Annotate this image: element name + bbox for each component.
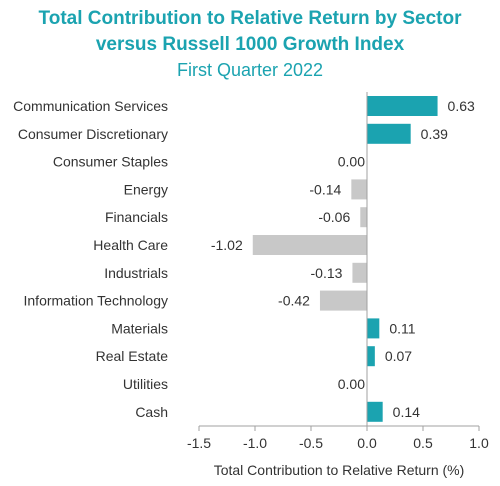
data-label: 0.39	[421, 126, 448, 142]
category-label: Consumer Staples	[53, 154, 168, 170]
x-tick-label: 1.0	[469, 435, 489, 451]
category-label: Materials	[111, 320, 168, 336]
category-label: Energy	[124, 181, 168, 197]
bar	[360, 207, 367, 228]
category-label: Cash	[135, 404, 168, 420]
category-label: Industrials	[104, 265, 168, 281]
x-axis-label: Total Contribution to Relative Return (%…	[214, 462, 465, 478]
bar	[351, 179, 367, 200]
data-label: -0.14	[309, 181, 341, 197]
data-label: 0.11	[389, 320, 415, 336]
data-label: -0.06	[318, 209, 350, 225]
chart-title: Total Contribution to Relative Return by…	[38, 8, 462, 29]
category-label: Financials	[105, 209, 168, 225]
data-label: -0.13	[311, 265, 343, 281]
category-label: Real Estate	[96, 348, 169, 364]
chart-title-line-2: versus Russell 1000 Growth Index	[95, 34, 405, 55]
x-tick-label: -1.5	[187, 435, 211, 451]
x-tick-label: -1.0	[243, 435, 267, 451]
x-tick-label: 0.5	[413, 435, 433, 451]
x-tick-label: 0.0	[357, 435, 377, 451]
bar	[367, 401, 383, 422]
bar	[367, 96, 438, 116]
category-label: Information Technology	[24, 293, 169, 309]
x-tick-label: -0.5	[299, 435, 323, 451]
bar	[319, 290, 367, 311]
data-label: 0.14	[393, 404, 420, 420]
bar	[367, 318, 380, 339]
bar	[252, 235, 367, 255]
data-label: -1.02	[211, 237, 243, 253]
category-label: Communication Services	[13, 98, 168, 114]
data-label: 0.00	[338, 154, 365, 170]
bar	[352, 262, 367, 283]
bar	[367, 123, 411, 144]
bar	[367, 346, 375, 367]
data-label: 0.07	[385, 348, 412, 364]
data-label: 0.00	[338, 376, 365, 392]
category-label: Health Care	[93, 237, 168, 253]
data-label: -0.42	[278, 293, 310, 309]
chart-subtitle: First Quarter 2022	[176, 60, 324, 80]
category-label: Utilities	[123, 376, 168, 392]
category-label: Consumer Discretionary	[18, 126, 168, 142]
data-label: 0.63	[448, 98, 475, 114]
